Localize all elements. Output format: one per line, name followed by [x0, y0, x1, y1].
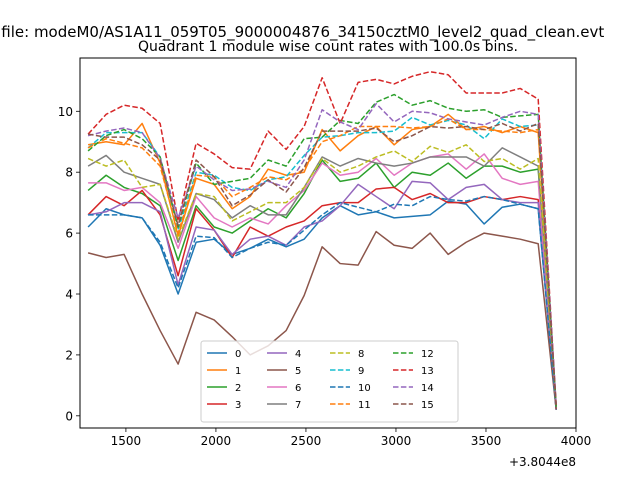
- x-axis: 1500 2000 2500 3000 3500 4000: [111, 428, 592, 448]
- legend-label-13: 13: [421, 366, 434, 377]
- series-line-0: [87, 200, 557, 410]
- y-tick-label: 2: [65, 348, 73, 362]
- y-tick-label: 6: [65, 227, 73, 241]
- legend-label-6: 6: [295, 383, 301, 394]
- plot-area: [79, 57, 577, 429]
- legend-label-0: 0: [235, 349, 241, 360]
- x-tick-label: 1500: [111, 434, 142, 448]
- legend-label-15: 15: [421, 400, 434, 411]
- figure-suptitle: n file: modeM0/AS1A11_059T05_9000004876_…: [0, 23, 604, 42]
- legend-label-11: 11: [358, 400, 371, 411]
- x-axis-offset-label: +3.8044e8: [509, 455, 576, 469]
- y-tick-label: 10: [58, 105, 73, 119]
- y-axis: 0 2 4 6 8 10: [58, 105, 80, 423]
- y-tick-label: 4: [65, 288, 73, 302]
- axes-frame: [79, 57, 577, 429]
- legend-label-7: 7: [295, 400, 301, 411]
- legend-label-3: 3: [235, 400, 241, 411]
- series-line-5: [87, 230, 557, 410]
- x-tick-label: 3500: [471, 434, 502, 448]
- x-tick-label: 2000: [201, 434, 232, 448]
- series-line-12: [87, 93, 557, 407]
- series-line-15: [87, 122, 557, 407]
- series-line-4: [87, 180, 557, 410]
- legend-frame: [200, 340, 459, 423]
- y-tick-label: 8: [65, 166, 73, 180]
- x-tick-label: 3000: [381, 434, 412, 448]
- series-line-11: [87, 118, 557, 407]
- legend-label-9: 9: [358, 366, 364, 377]
- legend-label-4: 4: [295, 349, 301, 360]
- series-line-13: [87, 70, 557, 407]
- legend-label-1: 1: [235, 366, 241, 377]
- legend-label-8: 8: [358, 349, 364, 360]
- legend-label-10: 10: [358, 383, 371, 394]
- x-tick-label: 2500: [291, 434, 322, 448]
- series-line-7: [87, 147, 557, 407]
- series-layer: [87, 70, 557, 410]
- legend-label-12: 12: [421, 349, 434, 360]
- series-line-2: [87, 159, 557, 407]
- series-line-14: [87, 102, 557, 406]
- x-tick-label: 4000: [561, 434, 592, 448]
- plot-title: Quadrant 1 module wise count rates with …: [138, 39, 518, 55]
- series-line-8: [87, 144, 557, 407]
- legend-label-2: 2: [235, 383, 241, 394]
- series-line-6: [88, 153, 557, 407]
- legend-label-5: 5: [295, 366, 301, 377]
- legend-label-14: 14: [421, 383, 434, 394]
- y-tick-label: 0: [65, 409, 73, 423]
